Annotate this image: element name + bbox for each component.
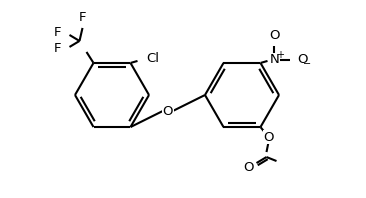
Text: F: F bbox=[54, 27, 61, 39]
Text: O: O bbox=[298, 53, 308, 67]
Text: Cl: Cl bbox=[146, 52, 160, 66]
Text: N: N bbox=[270, 53, 279, 67]
Text: +: + bbox=[276, 50, 284, 60]
Text: O: O bbox=[263, 130, 274, 144]
Text: O: O bbox=[243, 161, 254, 173]
Text: −: − bbox=[303, 59, 311, 69]
Text: F: F bbox=[54, 42, 61, 55]
Text: O: O bbox=[163, 105, 173, 118]
Text: O: O bbox=[269, 29, 280, 42]
Text: F: F bbox=[79, 11, 86, 24]
